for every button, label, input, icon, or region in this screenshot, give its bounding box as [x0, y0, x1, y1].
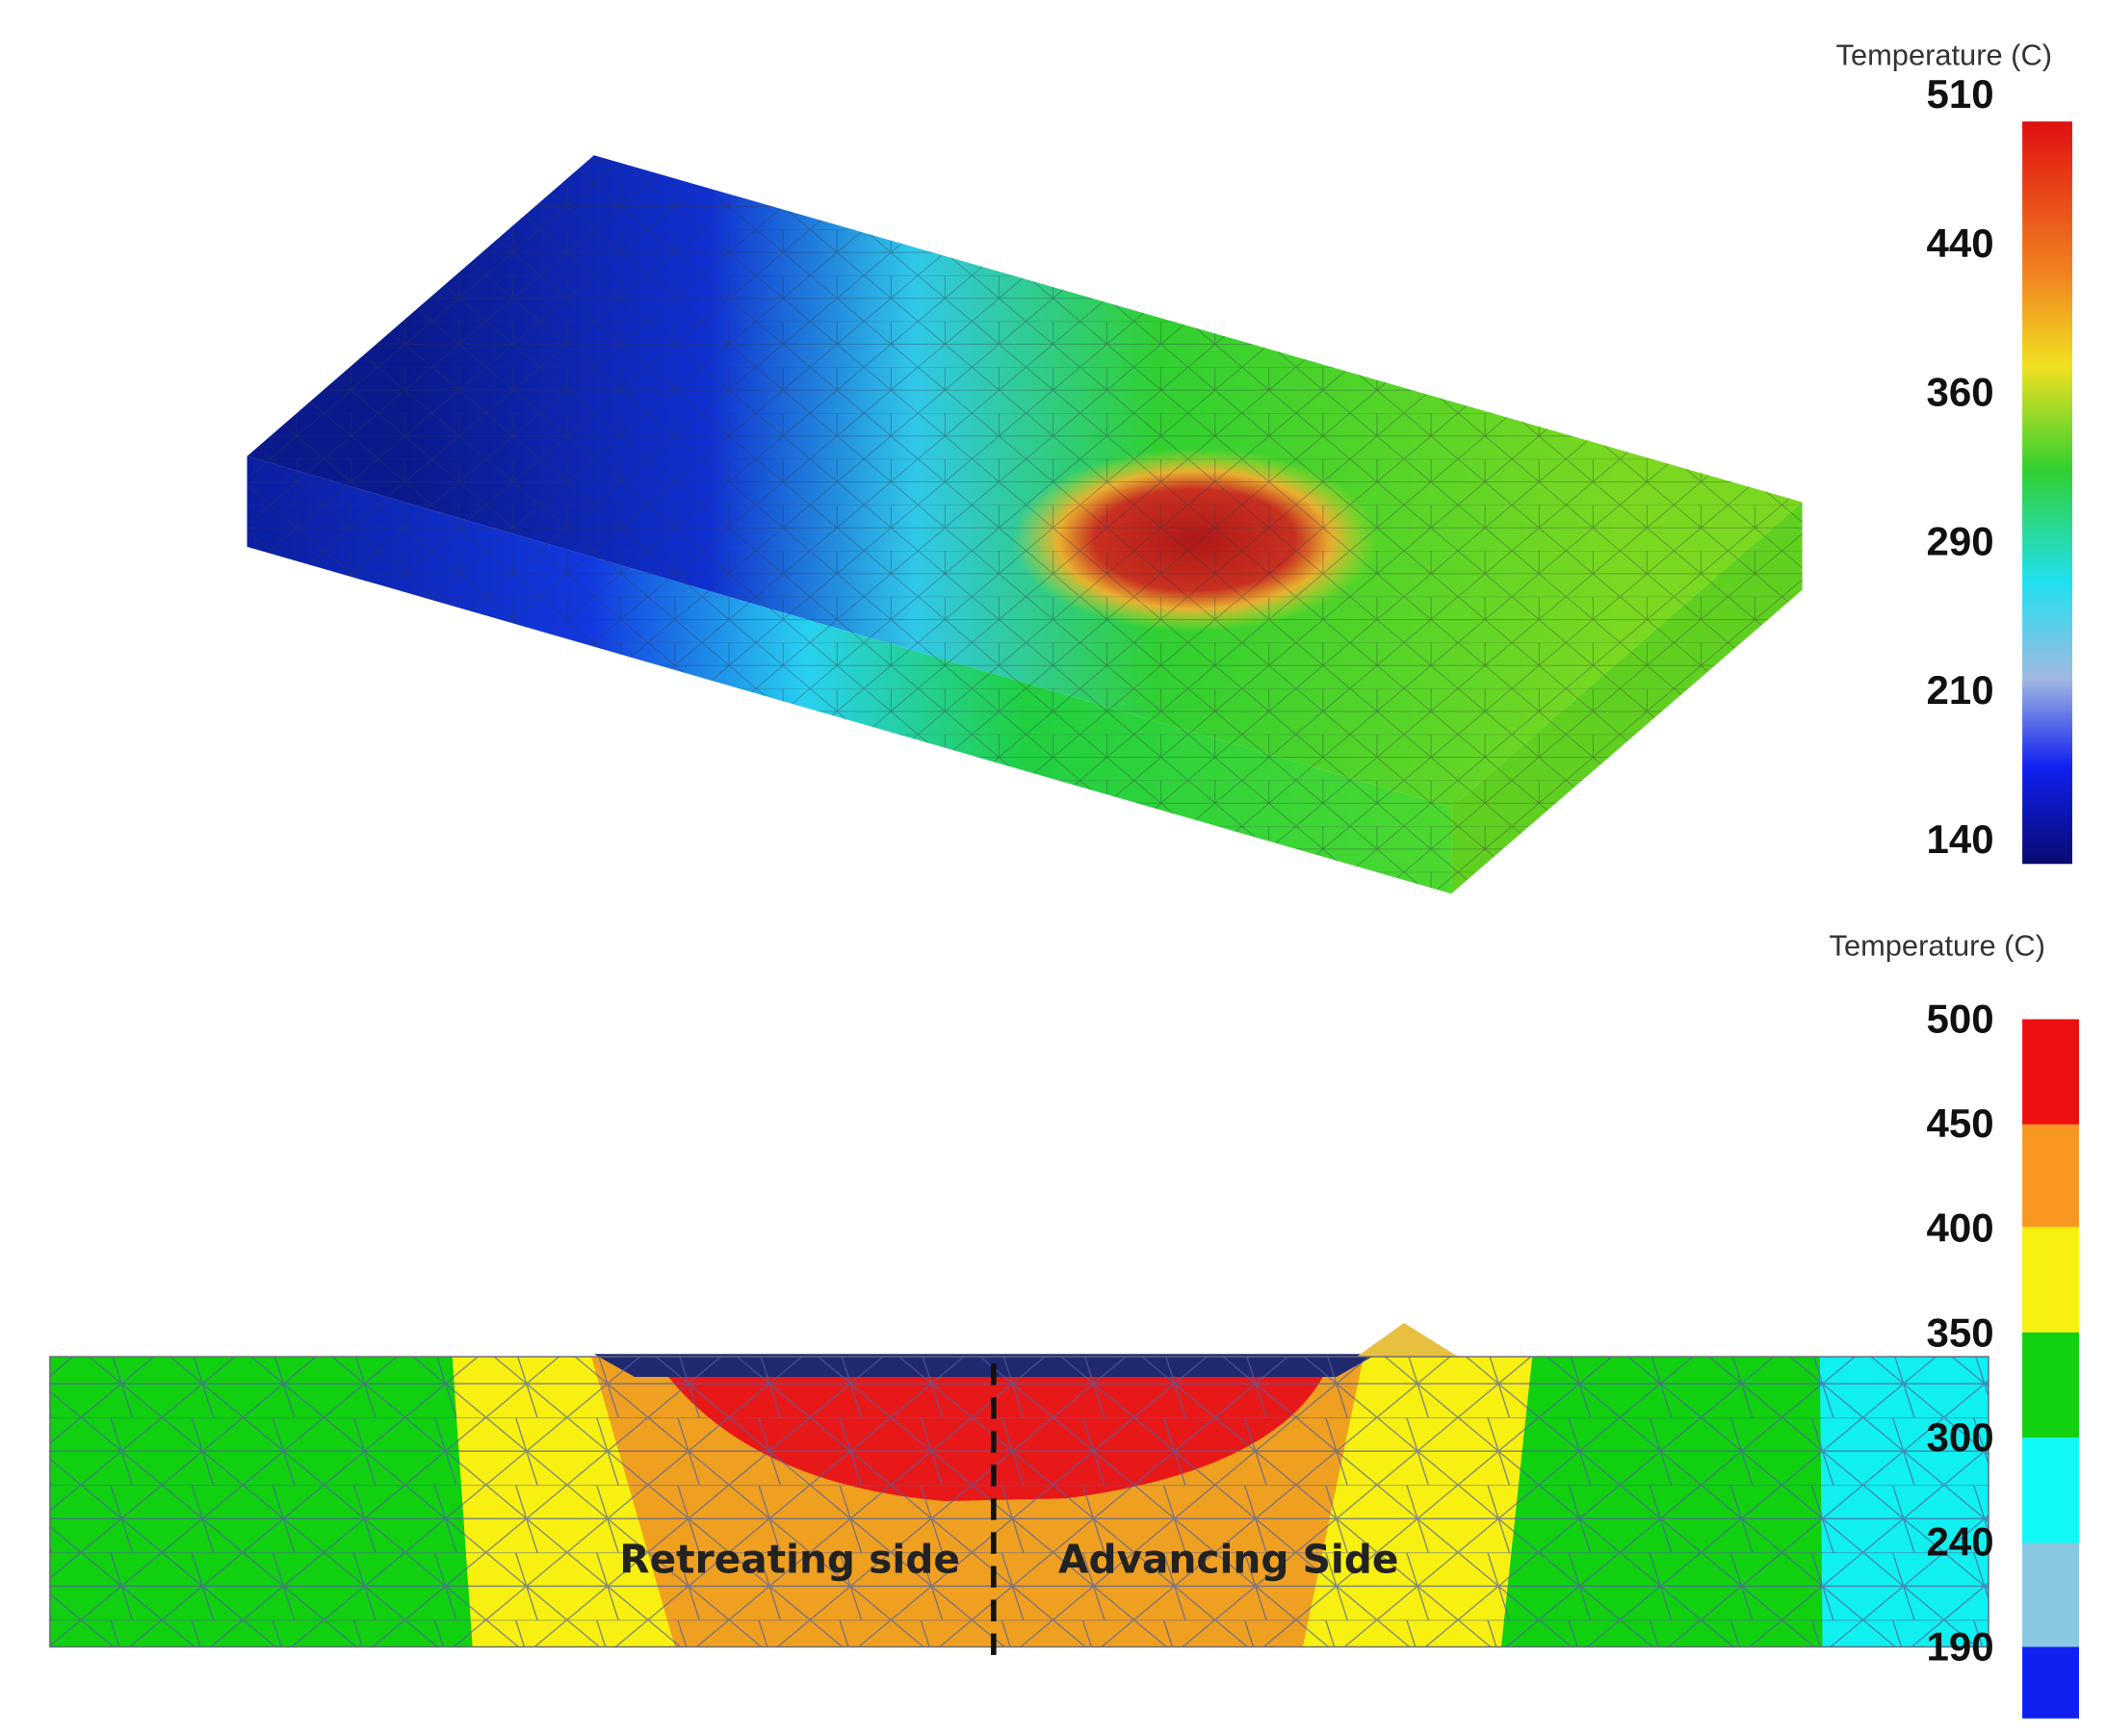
- colorbar-tick-label: 190: [1926, 1623, 1993, 1669]
- colorbar-tick-label: 500: [1926, 996, 1993, 1041]
- colorbar-tick-label: 210: [1926, 667, 1993, 713]
- colorbar-tick-label: 350: [1926, 1309, 1993, 1355]
- colorbar-ticks: 500 450 400 350 300 240 190: [1926, 996, 1993, 1669]
- colorbar: [2022, 121, 2072, 865]
- colorbar-tick-label: 400: [1926, 1205, 1993, 1251]
- colorbar-tick-label: 440: [1926, 220, 1993, 266]
- colorbar-tick-label: 450: [1926, 1101, 1993, 1146]
- cross-section: [49, 1322, 1989, 1658]
- colorbar-title: Temperature (C): [1836, 38, 2052, 71]
- advancing-label: Advancing Side: [1058, 1536, 1398, 1582]
- colorbar-ticks: 510 440 360 290 210 140: [1926, 71, 1993, 862]
- colorbar-tick-label: 510: [1926, 71, 1993, 117]
- retreating-label: Retreating side: [619, 1536, 960, 1582]
- colorbar-tick-label: 240: [1926, 1519, 1993, 1565]
- colorbar-tick-label: 140: [1926, 816, 1993, 862]
- plate-3d: [247, 155, 1803, 894]
- colorbar-tick-label: 360: [1926, 370, 1993, 415]
- colorbar-tick-label: 300: [1926, 1414, 1993, 1460]
- colorbar-tick-label: 290: [1926, 518, 1993, 563]
- colorbar-title: Temperature (C): [1830, 929, 2045, 963]
- colorbar: [2022, 1019, 2079, 1719]
